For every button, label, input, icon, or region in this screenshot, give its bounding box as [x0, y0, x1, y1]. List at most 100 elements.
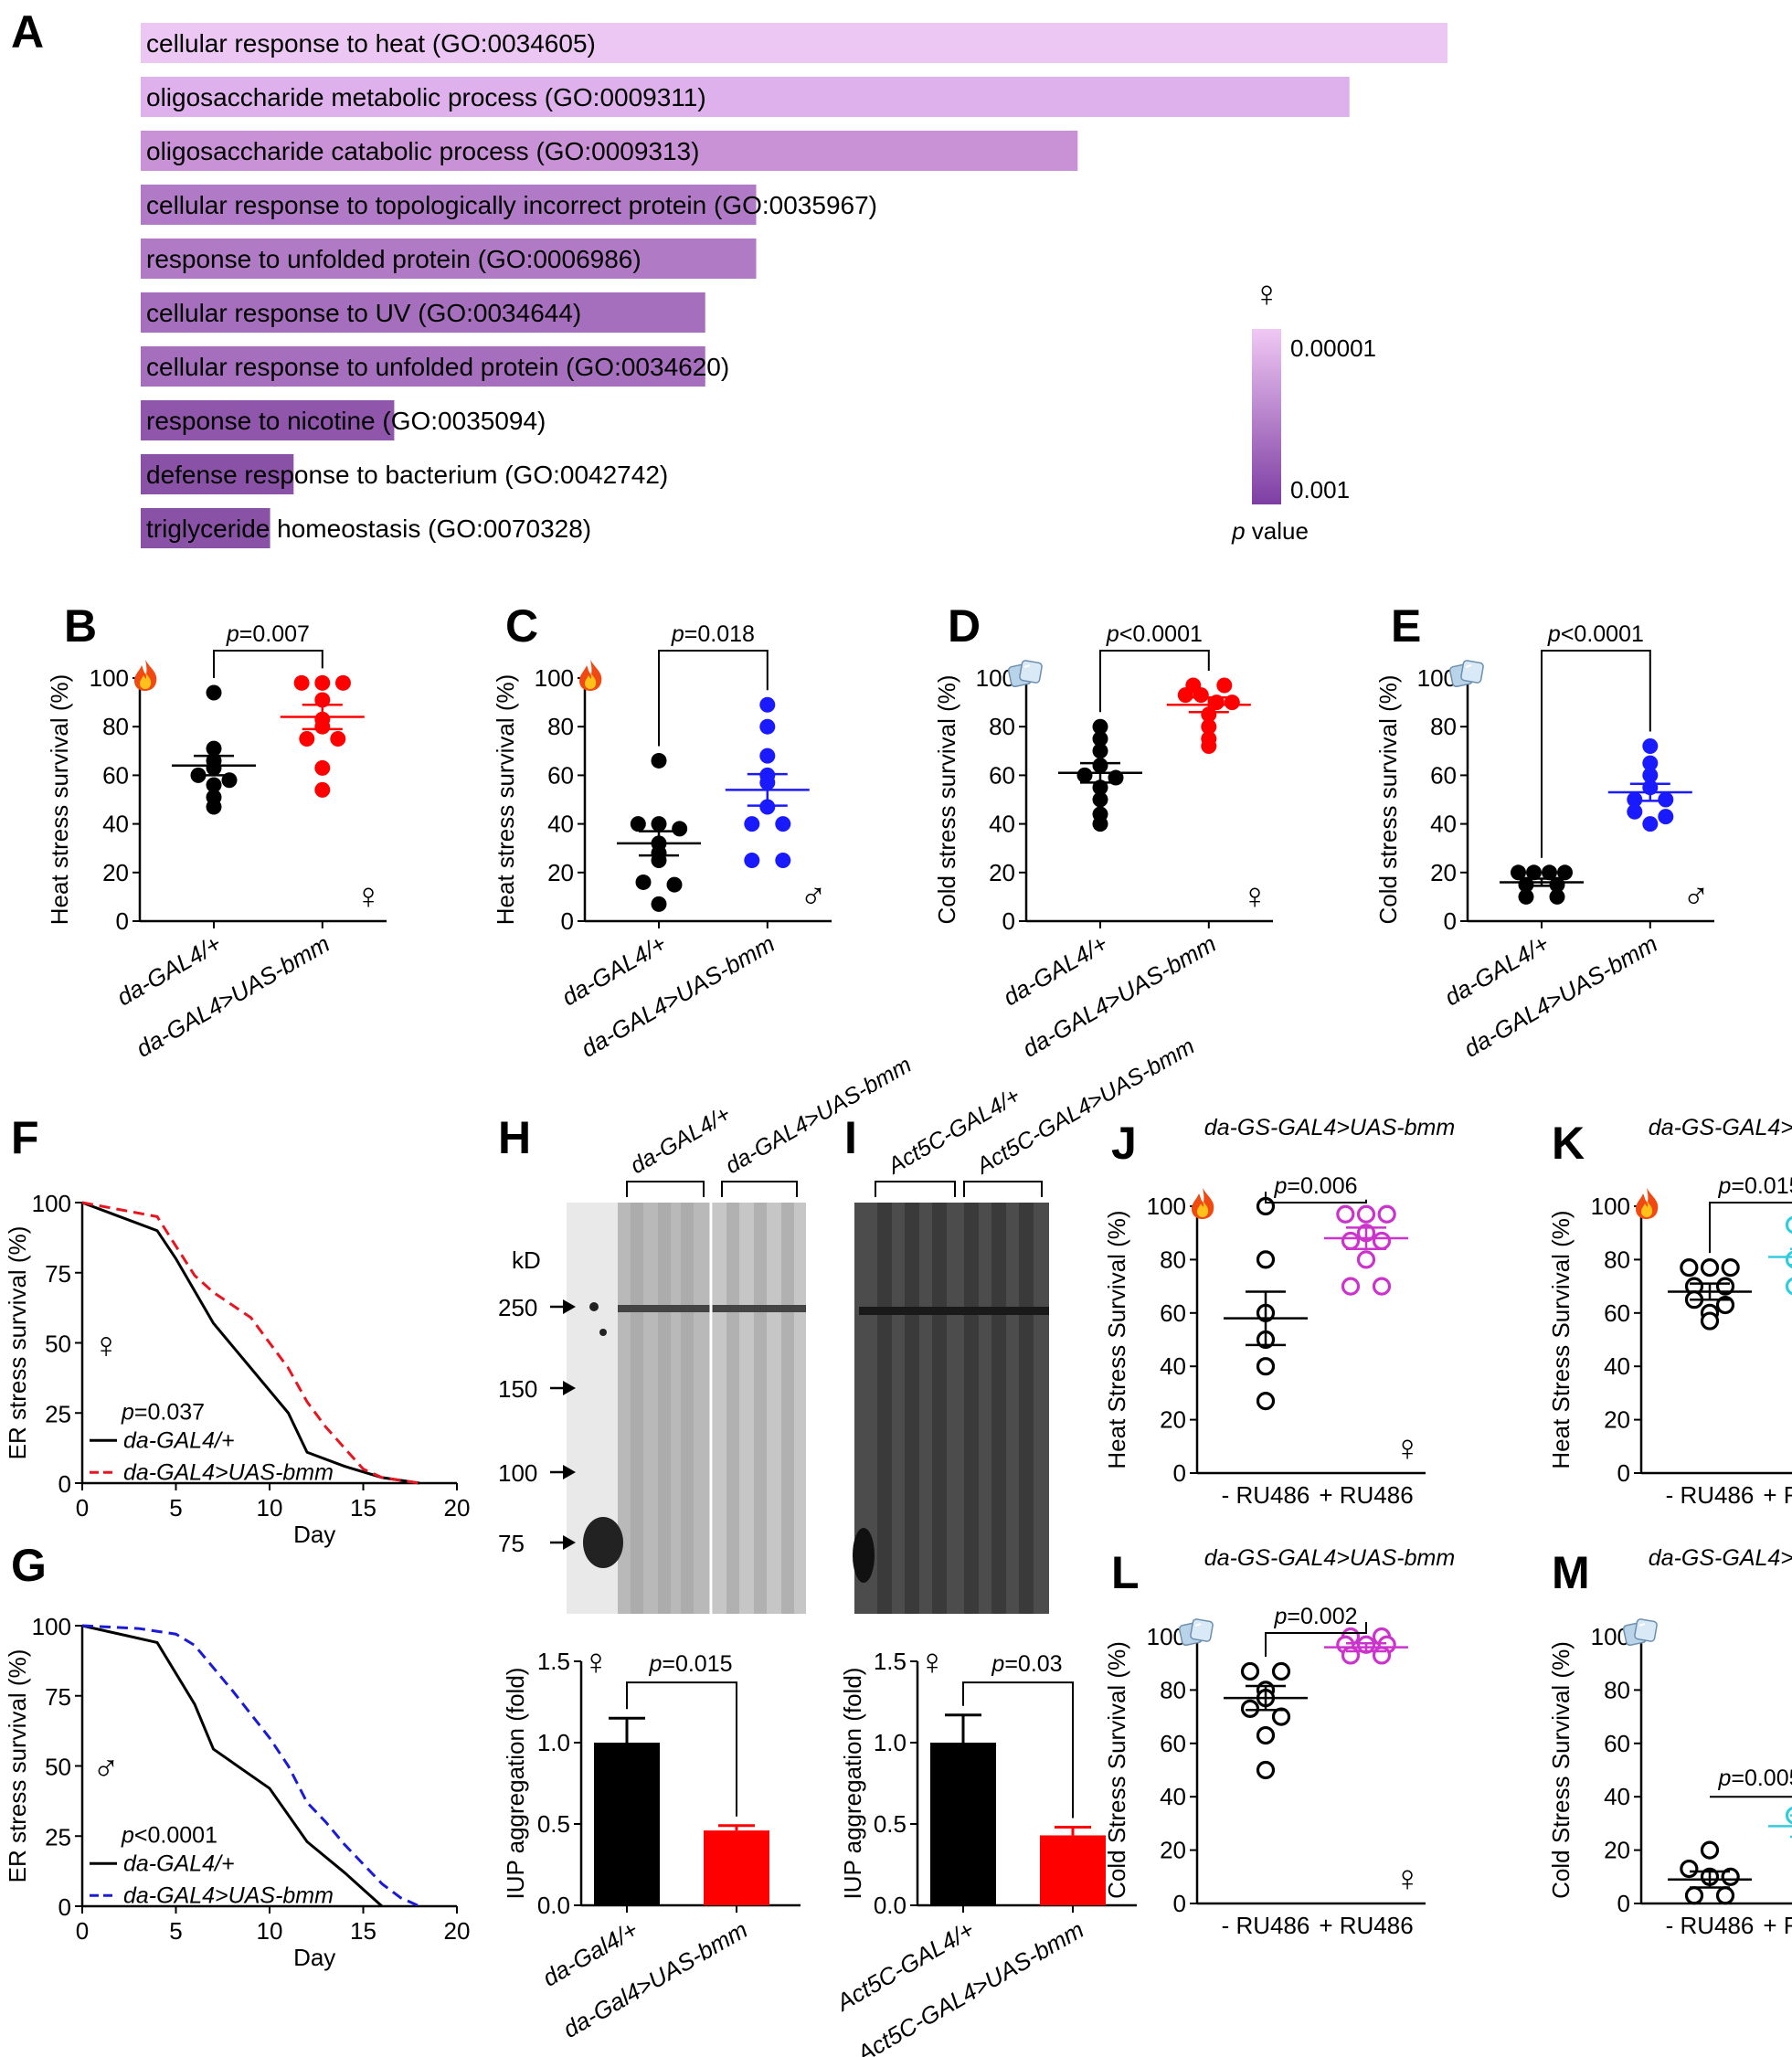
kD-marker-label: 250 [498, 1294, 537, 1321]
female-symbol: ♀ [918, 1642, 946, 1682]
panel-label-g: G [11, 1540, 47, 1591]
y-tick-label: 60 [1160, 1730, 1186, 1757]
y-axis-label: Cold Stress Survival (%) [1547, 1641, 1575, 1899]
go-term-bar [141, 346, 705, 387]
panel-label-a: A [11, 6, 44, 58]
data-point [1627, 791, 1643, 808]
panel-k-scatter: 0 20 40 60 80 100 Heat Stress Survival (%) - RU… [1547, 1115, 1792, 1509]
data-point [206, 684, 222, 701]
female-symbol: ♀ [582, 1642, 610, 1682]
y-tick-label: 20 [1604, 1837, 1630, 1864]
data-point [744, 816, 760, 832]
blot-250kD-band [859, 1307, 1049, 1315]
panel-f-survival: 0 25 50 75 100 0 5 10 15 20 Day ER stress survival … [4, 1190, 470, 1548]
y-tick-label: 40 [1604, 1783, 1630, 1810]
data-point [1377, 1204, 1396, 1224]
y-axis-label: Heat Stress Survival (%) [1547, 1210, 1575, 1469]
bar [930, 1743, 996, 1905]
y-tick-label: 40 [989, 811, 1015, 838]
y-tick-label: 80 [1430, 713, 1457, 740]
panel-label-l: L [1111, 1547, 1140, 1598]
data-point [206, 799, 222, 815]
y-tick-label: 20 [1160, 1837, 1186, 1864]
x-tick-label: 10 [257, 1494, 283, 1522]
data-point [1642, 737, 1659, 754]
data-point [1715, 1886, 1735, 1905]
data-point [1721, 1258, 1740, 1278]
data-point [1542, 864, 1557, 881]
ice-cube-front [1634, 1618, 1658, 1642]
p-value-number: <0.0001 [134, 1822, 217, 1848]
p-value-label: p=0.005 [1717, 1765, 1792, 1791]
data-point [1557, 864, 1573, 881]
y-tick-label: 0 [58, 1893, 71, 1921]
fire-icon [1192, 1188, 1214, 1219]
panel-b-scatter: 0 20 40 60 80 100 Heat stress survival (%) da-G… [46, 621, 387, 1063]
data-point [1785, 1215, 1792, 1235]
data-point [1715, 1295, 1735, 1315]
y-tick-label: 0 [1173, 1890, 1186, 1917]
x-axis-label: Day [293, 1521, 335, 1548]
x-tick-label: 0 [76, 1917, 89, 1945]
data-point [1642, 755, 1659, 771]
go-term-label: triglyceride homeostasis (GO:0070328) [146, 514, 591, 543]
y-tick-label: 60 [1604, 1299, 1630, 1327]
lane-group-bracket [963, 1181, 1043, 1197]
y-tick-label: 100 [32, 1613, 71, 1640]
female-symbol: ♀ [1394, 1859, 1421, 1899]
data-point [1642, 767, 1659, 783]
panel-i-western-blot: Act5C-GAL4/+Act5C-GAL4>UAS-bmm [853, 1034, 1199, 1614]
panel-title: da-GS-GAL4>UAS-bmm [1649, 1545, 1792, 1571]
marker-arrow-head [563, 1535, 576, 1550]
blot-lane-streak [754, 1203, 767, 1614]
data-point [299, 731, 315, 747]
bar [1040, 1835, 1106, 1905]
blot-lane-streak [964, 1203, 979, 1614]
data-point [666, 876, 683, 893]
p-value-label: p<0.0001 [1106, 621, 1203, 647]
data-point [759, 799, 776, 815]
panel-h-bar-chart: 0.0 0.5 1.0 1.5 IUP aggregation (fold) da-Gal… [502, 1642, 801, 2043]
kD-marker-label: 150 [498, 1375, 537, 1403]
go-term-bar [141, 400, 395, 440]
y-tick-label: 20 [1604, 1406, 1630, 1434]
x-category-label: - RU486 [1666, 1912, 1755, 1939]
data-point [1680, 1258, 1699, 1278]
go-term-label: oligosaccharide catabolic process (GO:00… [146, 137, 699, 165]
ice-shine [1194, 1623, 1202, 1627]
y-tick-label: 0 [116, 907, 129, 935]
y-tick-label: 0 [1002, 907, 1015, 935]
p-value-number: =0.015 [1731, 1173, 1792, 1199]
go-term-bar [141, 185, 757, 225]
data-point [1526, 864, 1542, 881]
p-value-label: p<0.0001 [1547, 621, 1644, 647]
x-category-label: da-GAL4>UAS-bmm [1459, 929, 1662, 1063]
data-point [775, 853, 791, 868]
y-tick-label: 60 [1430, 761, 1457, 789]
data-point [1356, 1204, 1376, 1224]
survival-curve [81, 1201, 420, 1485]
go-term-bar [141, 77, 1350, 117]
fire-inner [585, 673, 597, 689]
data-point [1193, 687, 1209, 704]
p-value-label: p=0.018 [671, 621, 755, 647]
data-point [1092, 791, 1108, 808]
p-value-label: p=0.037 [121, 1399, 205, 1425]
p-value-number: =0.005 [1731, 1765, 1792, 1791]
y-tick-label: 80 [102, 713, 129, 740]
data-point [1721, 1867, 1740, 1886]
lane-group-bracket [721, 1181, 798, 1197]
color-scale-top-tick: 0.00001 [1290, 334, 1376, 362]
y-tick-label: 25 [45, 1400, 71, 1427]
data-point [1201, 706, 1217, 723]
data-point [1240, 1699, 1260, 1718]
p-value-number: =0.018 [684, 621, 755, 647]
y-tick-label: 80 [547, 713, 574, 740]
x-tick-label: 15 [350, 1917, 376, 1945]
legend-label: da-GAL4/+ [123, 1850, 235, 1876]
p-value-number: =0.037 [134, 1399, 205, 1425]
panel-c-scatter: 0 20 40 60 80 100 Heat stress survival (%) da-G… [492, 621, 832, 1063]
y-tick-label: 40 [1160, 1783, 1186, 1810]
